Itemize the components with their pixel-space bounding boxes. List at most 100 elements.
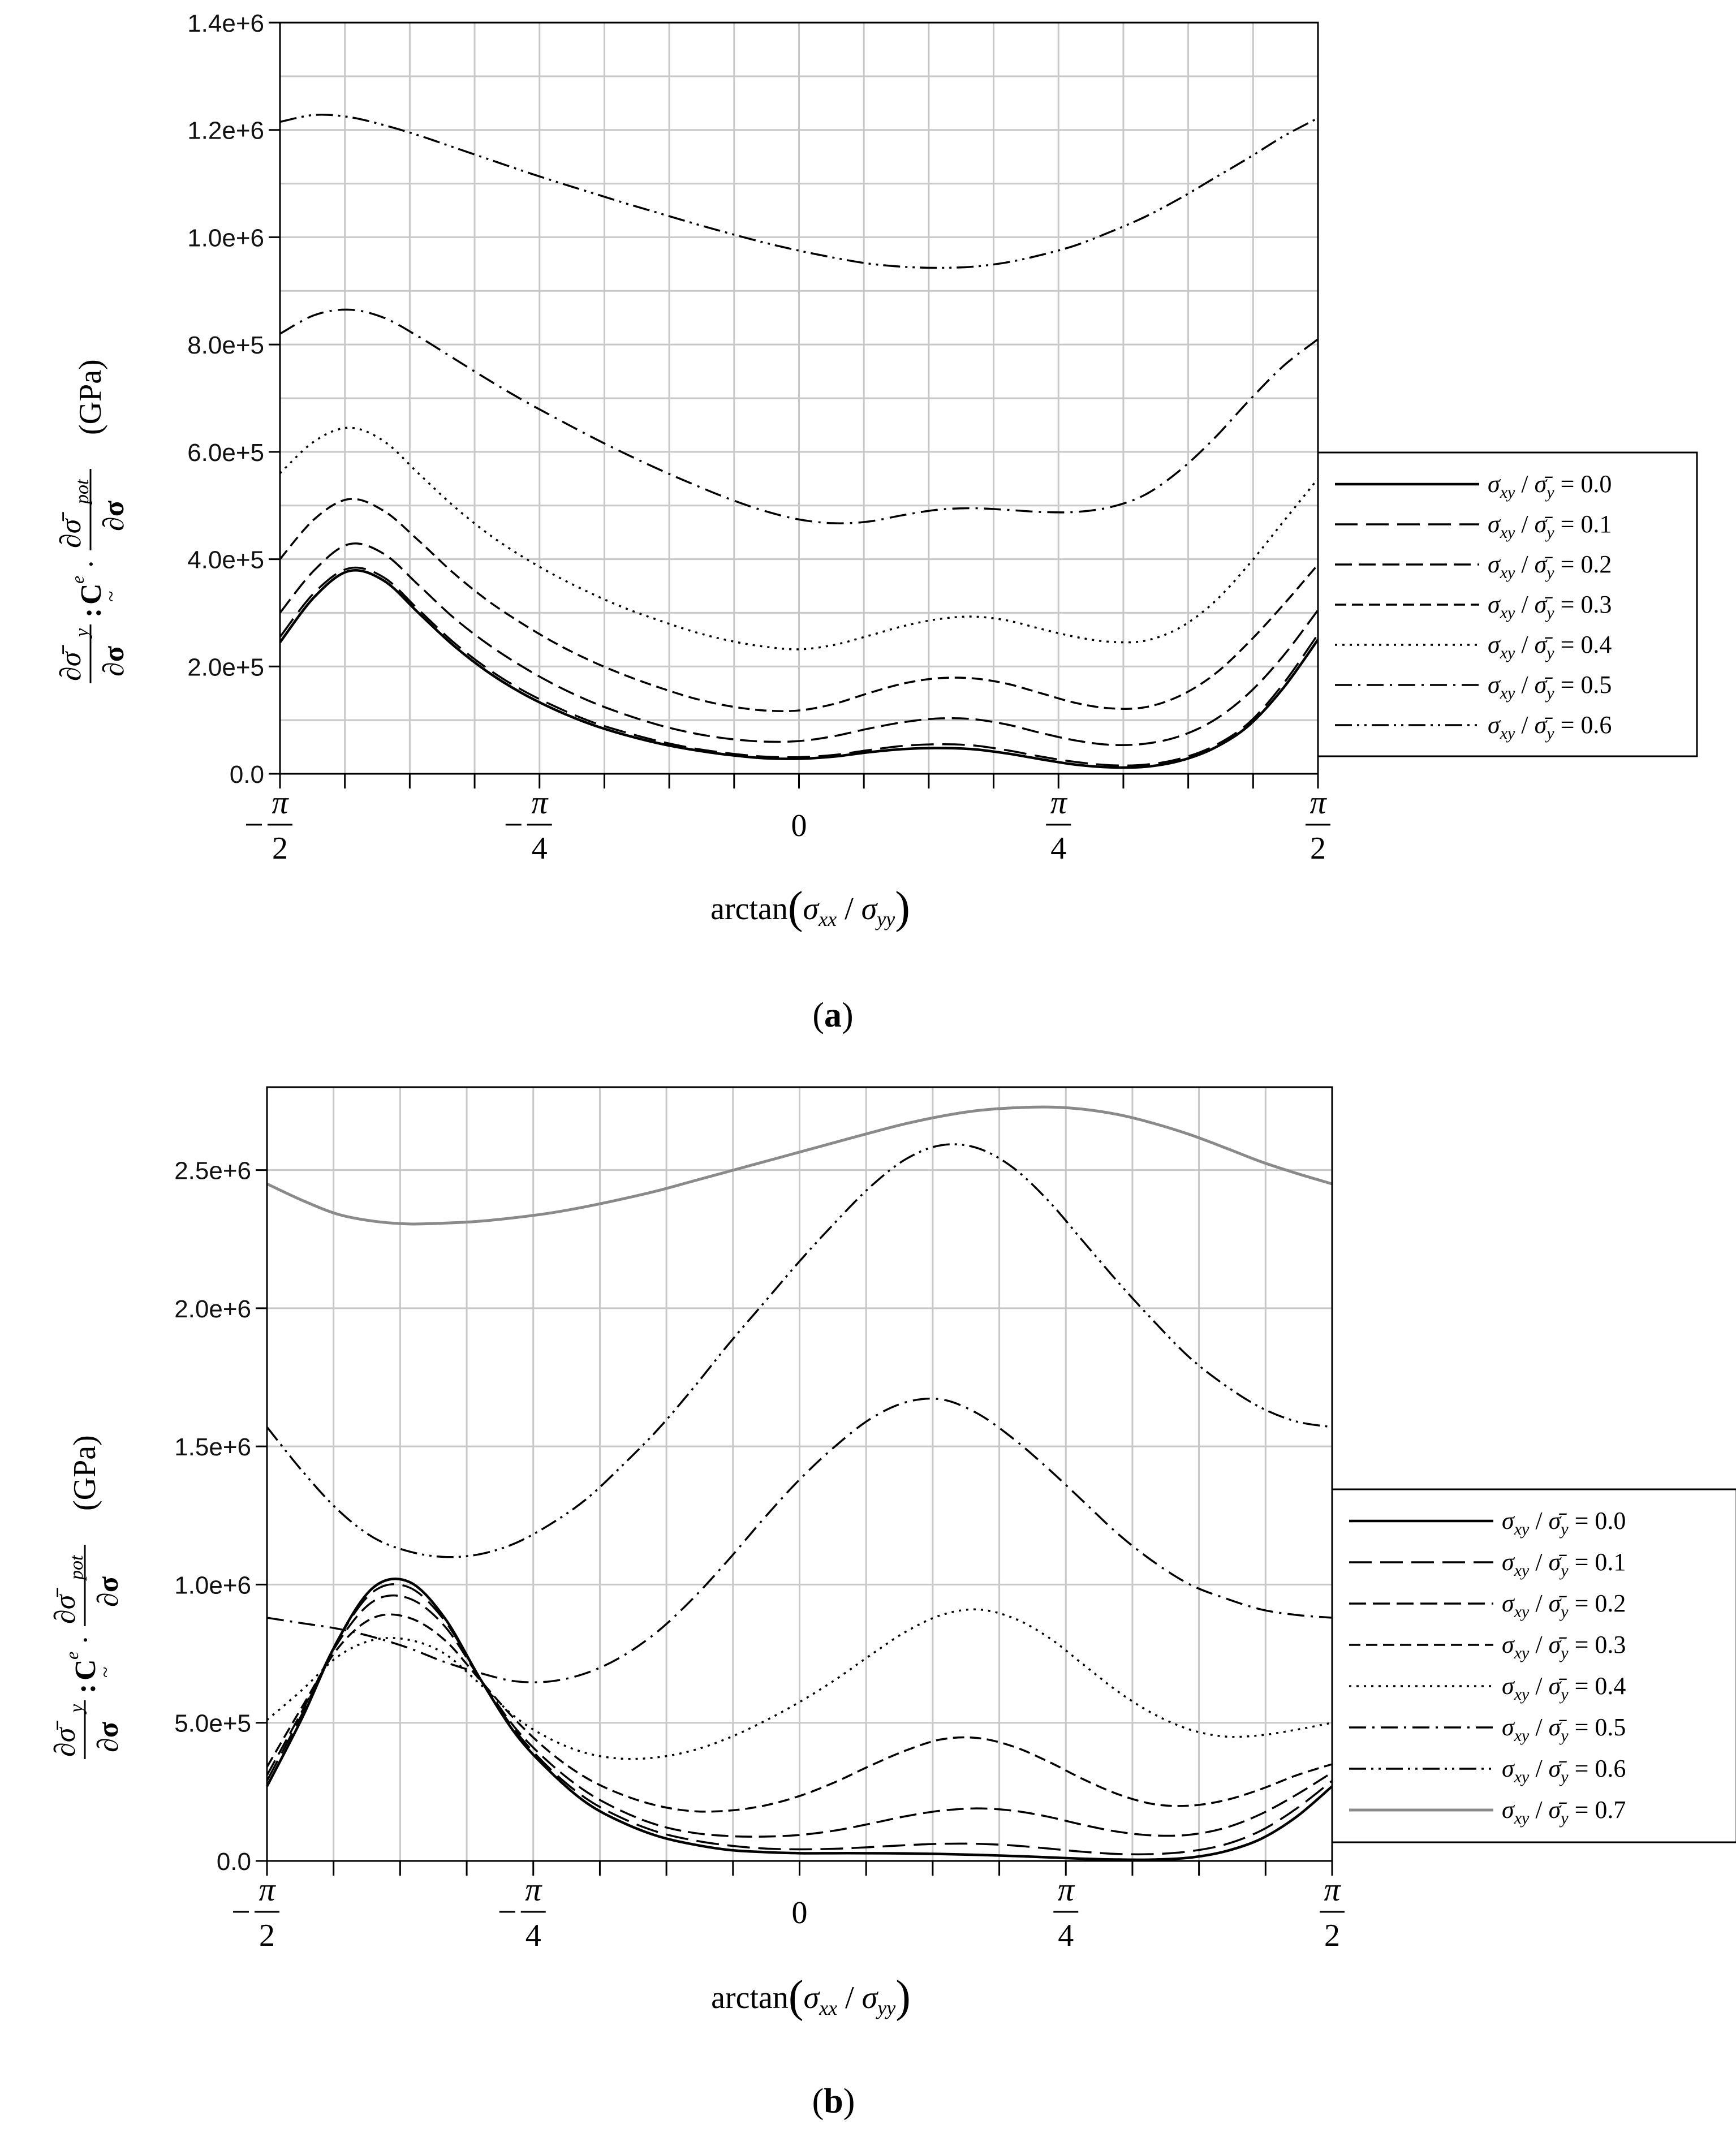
y-tick-label: 2.5e+6 bbox=[174, 1157, 251, 1185]
denominator: 4 bbox=[1058, 1918, 1074, 1953]
y-tick-label: 0.0 bbox=[217, 1848, 251, 1876]
x-tick-label: π4 bbox=[1046, 784, 1071, 866]
y-tick-label: 2.0e+5 bbox=[187, 653, 264, 681]
y-title-dot: · bbox=[70, 1635, 102, 1645]
series-line-4 bbox=[266, 1608, 1333, 1760]
x-tick-label: π2 bbox=[233, 1871, 279, 1953]
series-line-3 bbox=[266, 1613, 1333, 1813]
pi-symbol: π bbox=[1050, 784, 1068, 821]
denominator: 2 bbox=[1310, 831, 1326, 866]
denominator: 2 bbox=[259, 1918, 275, 1953]
y-title-tilde: ~ bbox=[100, 591, 122, 602]
x-tick-label: π2 bbox=[1306, 784, 1330, 866]
series-line-7 bbox=[266, 1105, 1333, 1226]
y-title-sub2: pot bbox=[72, 479, 93, 505]
y-axis-title: ∂σ̄y∂σ:Ce~·∂σ̄pot∂σ(GPa) bbox=[55, 359, 130, 683]
series-line-2 bbox=[266, 1594, 1333, 1838]
legend-label: σxy / σ̄y = 0.7 bbox=[1502, 1796, 1626, 1828]
y-tick-label: 1.5e+6 bbox=[174, 1433, 251, 1461]
legend-item: σxy / σ̄y = 0.6 bbox=[1349, 1755, 1626, 1786]
y-tick-label: 1.2e+6 bbox=[187, 117, 264, 145]
y-title-C: C bbox=[75, 583, 107, 605]
y-title-colon: : bbox=[75, 608, 107, 618]
y-title-num2: ∂σ̄ bbox=[55, 512, 87, 548]
x-tick-label: 0 bbox=[791, 808, 807, 843]
legend-item: σxy / σ̄y = 0.6 bbox=[1335, 711, 1612, 743]
series-line-1 bbox=[279, 566, 1319, 767]
chart-panel-b: π2π40π4π20.05.0e+51.0e+61.5e+62.0e+62.5e… bbox=[49, 1086, 1736, 2121]
y-title-colon: : bbox=[70, 1684, 102, 1694]
y-tick-label: 1.4e+6 bbox=[187, 10, 264, 37]
panel-label: (a) bbox=[812, 996, 853, 1035]
y-title-sub: y bbox=[66, 1704, 87, 1714]
y-tick-label: 5.0e+5 bbox=[174, 1710, 251, 1738]
pi-symbol: π bbox=[259, 1871, 276, 1908]
legend-label: σxy / σ̄y = 0.5 bbox=[1502, 1713, 1626, 1745]
pi-symbol: π bbox=[1324, 1871, 1341, 1908]
denominator: 2 bbox=[272, 831, 288, 866]
legend-box bbox=[1331, 1488, 1736, 1843]
legend-item: σxy / σ̄y = 0.5 bbox=[1335, 671, 1612, 703]
y-title-unit: (GPa) bbox=[73, 359, 108, 435]
x-axis-title: arctan(σxx / σyy) bbox=[711, 1972, 911, 2022]
series-line-2 bbox=[279, 542, 1319, 747]
legend-item: σxy / σ̄y = 0.3 bbox=[1335, 591, 1612, 622]
y-tick-label: 8.0e+5 bbox=[187, 331, 264, 359]
y-title-sub: y bbox=[72, 628, 93, 639]
x-tick-label: π4 bbox=[499, 1871, 546, 1953]
y-title-sub2: pot bbox=[66, 1554, 87, 1581]
denominator: 4 bbox=[1050, 831, 1066, 866]
x-tick-label: π4 bbox=[505, 784, 552, 866]
y-title-num1: ∂σ̄ bbox=[55, 645, 87, 681]
pi-symbol: π bbox=[1058, 1871, 1075, 1908]
pi-symbol: π bbox=[1309, 784, 1327, 821]
y-tick-label: 6.0e+5 bbox=[187, 439, 264, 467]
pi-symbol: π bbox=[272, 784, 289, 821]
legend-item: σxy / σ̄y = 0.4 bbox=[1349, 1672, 1626, 1704]
series-line-6 bbox=[266, 1143, 1333, 1558]
x-axis-title: arctan(σxx / σyy) bbox=[710, 883, 910, 933]
denominator: 2 bbox=[1324, 1918, 1340, 1953]
y-title-tilde: ~ bbox=[94, 1667, 117, 1678]
legend-item: σxy / σ̄y = 0.3 bbox=[1349, 1631, 1626, 1662]
y-title-unit: (GPa) bbox=[67, 1435, 102, 1511]
gridlines bbox=[280, 23, 1318, 774]
y-tick-label: 4.0e+5 bbox=[187, 546, 264, 574]
pi-symbol: π bbox=[525, 1871, 542, 1908]
legend: σxy / σ̄y = 0.0 σxy / σ̄y = 0.1 σxy / σ̄y … bbox=[1331, 1488, 1736, 1843]
y-tick-label: 1.0e+6 bbox=[174, 1571, 251, 1599]
x-tick-label: π4 bbox=[1053, 1871, 1079, 1953]
legend-label: σxy / σ̄y = 0.3 bbox=[1502, 1631, 1626, 1662]
legend-label: σxy / σ̄y = 0.1 bbox=[1502, 1548, 1626, 1580]
legend-item: σxy / σ̄y = 0.1 bbox=[1349, 1548, 1626, 1580]
denominator: 4 bbox=[532, 831, 548, 866]
legend-item: σxy / σ̄y = 0.4 bbox=[1335, 631, 1612, 662]
legend-item: σxy / σ̄y = 0.0 bbox=[1349, 1507, 1626, 1539]
series-line-3 bbox=[279, 498, 1319, 713]
legend-label: σxy / σ̄y = 0.6 bbox=[1502, 1755, 1626, 1786]
legend-box bbox=[1317, 451, 1698, 757]
x-tick-label: 0 bbox=[792, 1895, 808, 1931]
series-line-5 bbox=[266, 1397, 1333, 1684]
series-line-0 bbox=[265, 1578, 1333, 1861]
y-title-e: e bbox=[62, 1652, 82, 1660]
series-line-1 bbox=[266, 1583, 1333, 1856]
y-title-den1: ∂σ bbox=[92, 1722, 124, 1752]
legend-label: σxy / σ̄y = 0.5 bbox=[1488, 671, 1612, 703]
x-tick-label: π2 bbox=[1320, 1871, 1345, 1953]
denominator: 4 bbox=[525, 1918, 541, 1953]
legend-label: σxy / σ̄y = 0.3 bbox=[1488, 591, 1612, 622]
x-tick-label: π2 bbox=[246, 784, 292, 866]
pi-symbol: π bbox=[531, 784, 549, 821]
y-tick-label: 1.0e+6 bbox=[187, 224, 264, 252]
legend-item: σxy / σ̄y = 0.5 bbox=[1349, 1713, 1626, 1745]
y-axis-title: ∂σ̄y∂σ:Ce~·∂σ̄pot∂σ(GPa) bbox=[49, 1435, 124, 1759]
series-line-5 bbox=[279, 308, 1319, 524]
y-title-C: C bbox=[70, 1659, 102, 1680]
legend-item: σxy / σ̄y = 0.7 bbox=[1349, 1796, 1626, 1828]
chart-panel-a: π2π40π4π20.02.0e+54.0e+56.0e+58.0e+51.0e… bbox=[55, 10, 1698, 1035]
y-title-den2: ∂σ bbox=[92, 1576, 124, 1607]
legend-label: σxy / σ̄y = 0.4 bbox=[1502, 1672, 1626, 1704]
y-title-num2: ∂σ̄ bbox=[49, 1588, 81, 1624]
